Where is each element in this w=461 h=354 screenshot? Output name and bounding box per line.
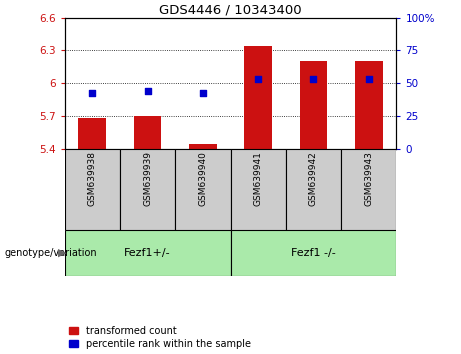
Bar (341, 149, 396, 230)
Bar (189, 144, 217, 149)
Bar (65, 149, 120, 230)
Bar (134, 116, 161, 149)
Point (144, 88, 151, 94)
Text: GSM639943: GSM639943 (364, 151, 373, 206)
Text: GSM639942: GSM639942 (309, 151, 318, 206)
Point (310, 76, 317, 82)
Text: genotype/variation: genotype/variation (5, 248, 97, 258)
Text: GSM639938: GSM639938 (88, 151, 97, 206)
Bar (244, 46, 272, 149)
Bar (78, 118, 106, 149)
Bar (230, 149, 286, 230)
Point (89, 90, 96, 96)
Text: Fezf1+/-: Fezf1+/- (124, 248, 171, 258)
Bar (175, 149, 230, 230)
Bar (65, 230, 230, 276)
Point (365, 76, 372, 82)
Bar (286, 149, 341, 230)
Text: GSM639939: GSM639939 (143, 151, 152, 206)
Text: ▶: ▶ (58, 248, 66, 258)
Bar (230, 230, 396, 276)
Text: Fezf1 -/-: Fezf1 -/- (291, 248, 336, 258)
Point (199, 90, 207, 96)
Point (254, 76, 262, 82)
Title: GDS4446 / 10343400: GDS4446 / 10343400 (159, 4, 302, 17)
Bar (120, 149, 175, 230)
Legend: transformed count, percentile rank within the sample: transformed count, percentile rank withi… (70, 326, 251, 349)
Bar (300, 61, 327, 149)
Text: GSM639941: GSM639941 (254, 151, 263, 206)
Bar (355, 61, 383, 149)
Text: GSM639940: GSM639940 (198, 151, 207, 206)
